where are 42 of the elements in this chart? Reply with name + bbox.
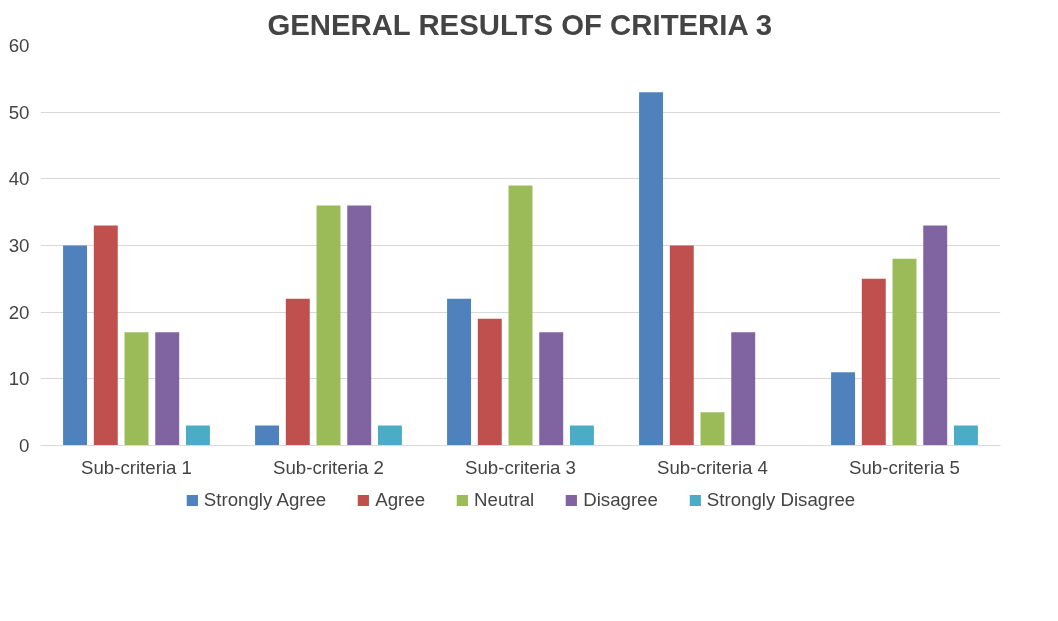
x-tick-label: Sub-criteria 1 [81,456,192,478]
y-tick-label: 60 [8,35,30,56]
bar [93,225,118,446]
y-tick-label: 10 [8,368,30,390]
bar [63,245,88,446]
legend-label: Strongly Disagree [706,489,856,511]
y-tick-label: 30 [8,235,30,256]
bar [831,372,856,446]
legend-label: Strongly Agree [203,489,327,511]
y-tick-label: 50 [8,101,30,123]
bar [447,298,472,446]
bar [923,225,948,446]
bar [731,332,756,446]
chart-title: GENERAL RESULTS OF CRITERIA 3 [267,7,772,41]
legend-label: Disagree [583,489,658,511]
y-tick-label: 20 [8,301,30,323]
bar [700,412,725,446]
bar [316,205,341,446]
legend-label: Neutral [474,489,535,511]
bar [155,332,180,446]
x-tick-label: Sub-criteria 4 [657,456,768,478]
bar [861,278,886,446]
bar [347,205,372,446]
bar [892,258,917,446]
bar [477,318,502,446]
bar [953,425,978,446]
bar [255,425,280,446]
bar [639,92,664,446]
bar [285,298,310,446]
x-tick-label: Sub-criteria 3 [465,456,576,478]
bar [569,425,594,446]
bar [185,425,210,446]
x-tick-label: Sub-criteria 2 [273,456,384,478]
bar [539,332,564,446]
bar [377,425,402,446]
y-tick-label: 0 [19,435,30,456]
bar [124,332,149,446]
bar [669,245,694,446]
legend-label: Agree [375,489,426,511]
x-tick-label: Sub-criteria 5 [849,456,960,478]
bar [508,185,533,446]
y-tick-label: 40 [8,168,30,190]
